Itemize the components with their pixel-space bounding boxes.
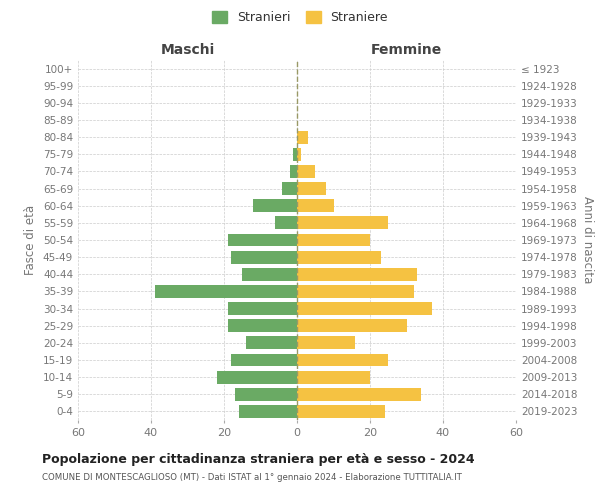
Bar [297,234,370,246]
Bar [227,320,297,332]
Bar [275,216,297,230]
Bar [232,250,297,264]
Bar [297,182,326,195]
Text: Maschi: Maschi [160,42,215,56]
Bar [227,302,297,315]
Bar [297,354,388,366]
Bar [297,285,414,298]
Y-axis label: Fasce di età: Fasce di età [25,205,37,275]
Bar [235,388,297,400]
Bar [297,216,388,230]
Bar [297,130,308,143]
Bar [253,200,297,212]
Legend: Stranieri, Straniere: Stranieri, Straniere [212,11,388,24]
Bar [293,148,297,160]
Bar [227,234,297,246]
Bar [246,336,297,349]
Bar [217,370,297,384]
Text: Femmine: Femmine [371,42,442,56]
Bar [297,200,334,212]
Bar [155,285,297,298]
Bar [297,388,421,400]
Bar [297,405,385,418]
Bar [297,148,301,160]
Bar [297,336,355,349]
Bar [239,405,297,418]
Bar [297,165,315,178]
Bar [242,268,297,280]
Bar [283,182,297,195]
Bar [297,268,418,280]
Bar [297,370,370,384]
Y-axis label: Anni di nascita: Anni di nascita [581,196,594,284]
Text: COMUNE DI MONTESCAGLIOSO (MT) - Dati ISTAT al 1° gennaio 2024 - Elaborazione TUT: COMUNE DI MONTESCAGLIOSO (MT) - Dati IST… [42,472,462,482]
Bar [232,354,297,366]
Bar [297,320,407,332]
Bar [297,302,432,315]
Bar [290,165,297,178]
Text: Popolazione per cittadinanza straniera per età e sesso - 2024: Popolazione per cittadinanza straniera p… [42,452,475,466]
Bar [297,250,381,264]
